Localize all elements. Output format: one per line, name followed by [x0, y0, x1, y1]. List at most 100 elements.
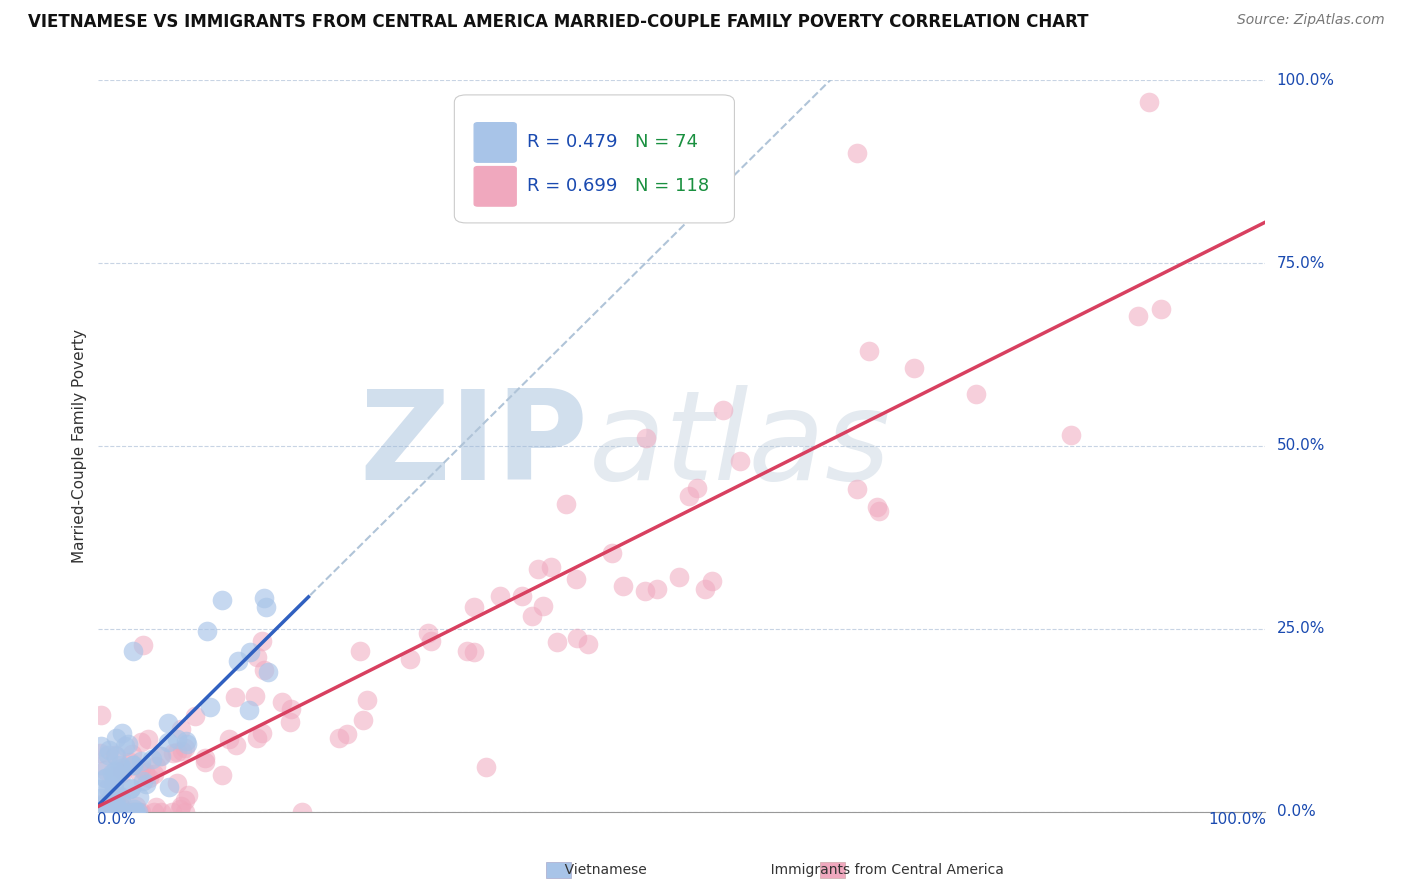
Point	[105, 805, 128, 819]
Point	[111, 766, 134, 780]
Point	[858, 343, 880, 358]
Point	[256, 665, 278, 679]
Point	[104, 731, 127, 745]
Point	[108, 805, 131, 819]
Point	[612, 579, 634, 593]
Point	[173, 792, 195, 806]
Point	[170, 722, 193, 736]
Point	[114, 739, 136, 754]
Point	[87, 800, 110, 814]
Point	[90, 708, 112, 723]
Point	[475, 760, 498, 774]
Point	[112, 805, 135, 819]
Point	[173, 805, 195, 819]
Point	[510, 589, 533, 603]
Point	[105, 797, 128, 811]
FancyBboxPatch shape	[474, 123, 516, 162]
Point	[105, 801, 128, 815]
Point	[90, 739, 112, 753]
Text: VIETNAMESE VS IMMIGRANTS FROM CENTRAL AMERICA MARRIED-COUPLE FAMILY POVERTY CORR: VIETNAMESE VS IMMIGRANTS FROM CENTRAL AM…	[28, 13, 1088, 31]
Point	[129, 805, 152, 819]
Point	[1126, 309, 1149, 323]
Bar	[820, 862, 845, 878]
Point	[107, 805, 129, 819]
Point	[349, 644, 371, 658]
Point	[965, 386, 987, 401]
Point	[250, 633, 273, 648]
Point	[846, 482, 869, 496]
Point	[730, 453, 752, 467]
Point	[602, 546, 624, 560]
Text: R = 0.479: R = 0.479	[527, 134, 617, 152]
Point	[399, 651, 422, 665]
Point	[195, 624, 218, 638]
Point	[135, 777, 157, 791]
Point	[194, 755, 217, 769]
Point	[138, 771, 160, 785]
Point	[125, 798, 148, 813]
Point	[94, 771, 117, 785]
Point	[103, 775, 125, 789]
Point	[96, 780, 118, 795]
Point	[104, 805, 127, 819]
Point	[228, 654, 250, 668]
Point	[162, 747, 184, 761]
Point	[176, 737, 198, 751]
Text: 50.0%: 50.0%	[1277, 439, 1324, 453]
Point	[177, 788, 200, 802]
Point	[98, 743, 121, 757]
Point	[128, 764, 150, 779]
Point	[711, 403, 734, 417]
Point	[336, 727, 359, 741]
Point	[546, 634, 568, 648]
Point	[565, 572, 588, 586]
Point	[700, 574, 723, 588]
Point	[100, 789, 122, 803]
Point	[645, 582, 668, 597]
Point	[118, 756, 141, 770]
Point	[253, 591, 276, 606]
Point	[112, 805, 135, 819]
Point	[129, 761, 152, 775]
Point	[100, 805, 122, 819]
Point	[122, 644, 145, 658]
Point	[122, 758, 145, 772]
Point	[111, 805, 134, 819]
Point	[129, 754, 152, 768]
Point	[129, 735, 152, 749]
Point	[166, 745, 188, 759]
Point	[90, 791, 112, 805]
Point	[110, 805, 132, 819]
Point	[103, 768, 125, 782]
Point	[224, 690, 246, 704]
Text: N = 118: N = 118	[636, 178, 710, 195]
Point	[89, 805, 111, 819]
Point	[128, 805, 150, 819]
Point	[211, 767, 233, 781]
Point	[120, 780, 142, 795]
Point	[456, 643, 478, 657]
Point	[127, 805, 149, 819]
Point	[685, 481, 707, 495]
Point	[522, 609, 544, 624]
Point	[90, 757, 112, 772]
Point	[89, 746, 111, 760]
Text: 75.0%: 75.0%	[1277, 256, 1324, 270]
Text: 25.0%: 25.0%	[1277, 622, 1324, 636]
Point	[668, 570, 690, 584]
Point	[211, 592, 233, 607]
Point	[149, 748, 172, 763]
Point	[93, 805, 115, 819]
Point	[166, 732, 188, 747]
Point	[103, 748, 125, 763]
Point	[636, 432, 658, 446]
Point	[101, 789, 124, 803]
Point	[124, 805, 146, 819]
Point	[125, 805, 148, 819]
Point	[531, 599, 554, 613]
Text: ZIP: ZIP	[360, 385, 589, 507]
Point	[111, 761, 134, 775]
Point	[170, 798, 193, 813]
Point	[156, 735, 179, 749]
Point	[463, 599, 485, 614]
